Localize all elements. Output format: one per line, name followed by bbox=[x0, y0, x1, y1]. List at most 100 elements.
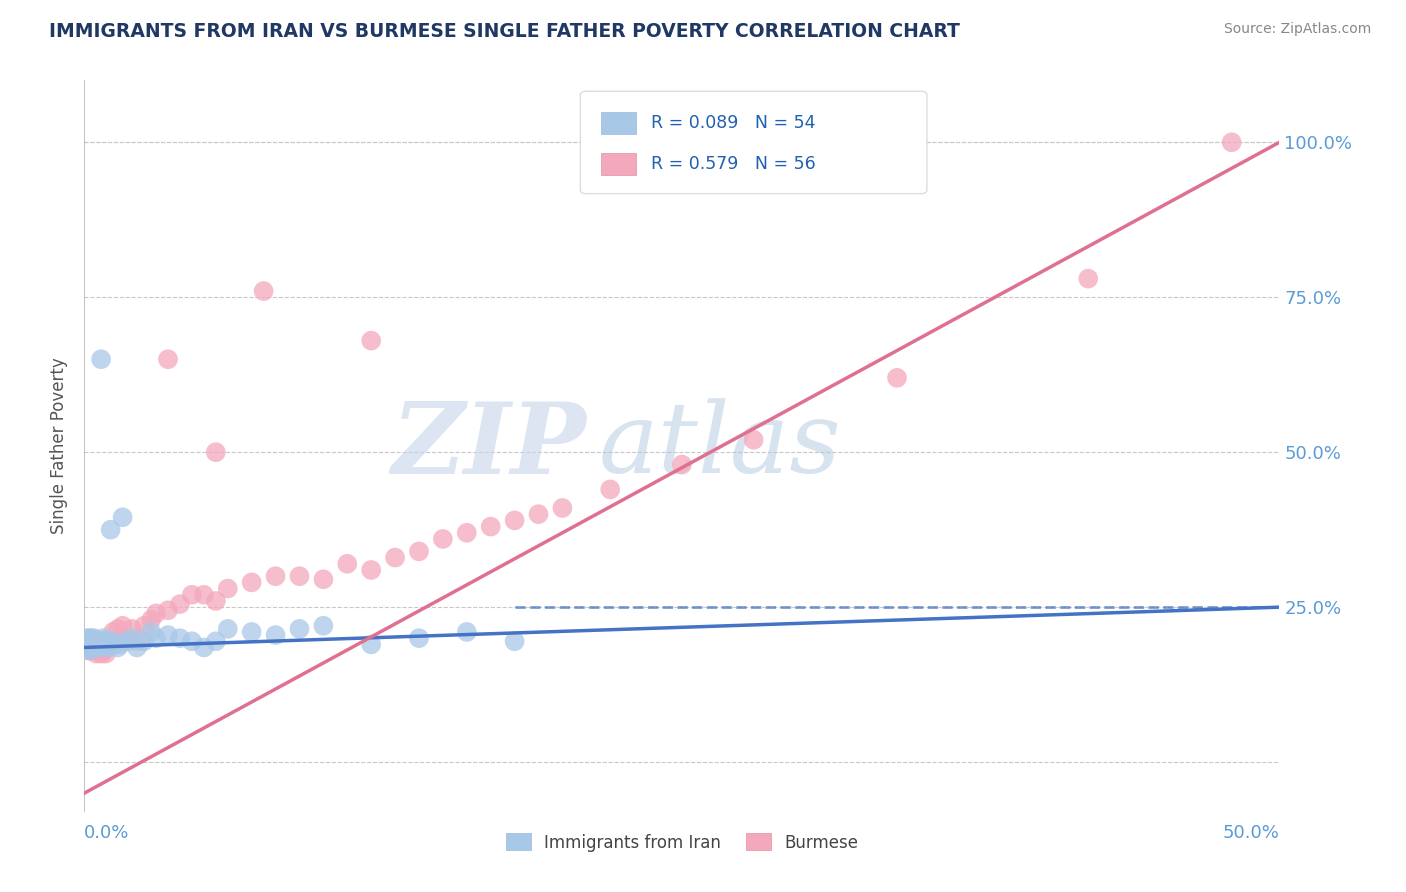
Point bbox=[479, 519, 502, 533]
Point bbox=[77, 634, 100, 648]
Y-axis label: Single Father Poverty: Single Father Poverty bbox=[51, 358, 69, 534]
Point bbox=[169, 597, 191, 611]
Point bbox=[360, 563, 382, 577]
Text: IMMIGRANTS FROM IRAN VS BURMESE SINGLE FATHER POVERTY CORRELATION CHART: IMMIGRANTS FROM IRAN VS BURMESE SINGLE F… bbox=[49, 22, 960, 41]
Point bbox=[181, 588, 204, 602]
Point bbox=[503, 513, 526, 527]
Point bbox=[253, 284, 276, 298]
Point bbox=[193, 640, 215, 655]
Text: atlas: atlas bbox=[599, 399, 841, 493]
Point bbox=[87, 640, 110, 655]
Point bbox=[76, 634, 98, 648]
Point bbox=[886, 371, 908, 385]
Point bbox=[83, 637, 105, 651]
Point bbox=[111, 510, 134, 524]
Point bbox=[86, 634, 108, 648]
Point bbox=[181, 634, 204, 648]
Point bbox=[336, 557, 359, 571]
Point bbox=[77, 634, 100, 648]
Point bbox=[97, 640, 120, 655]
Point bbox=[205, 445, 228, 459]
Point bbox=[83, 640, 105, 655]
Point bbox=[264, 569, 287, 583]
Text: R = 0.089   N = 54: R = 0.089 N = 54 bbox=[651, 113, 815, 132]
Text: R = 0.579   N = 56: R = 0.579 N = 56 bbox=[651, 155, 815, 173]
Point bbox=[86, 637, 108, 651]
Point bbox=[312, 572, 335, 586]
Point bbox=[110, 637, 132, 651]
Point bbox=[107, 622, 129, 636]
Point bbox=[132, 634, 156, 648]
Point bbox=[86, 643, 108, 657]
Point bbox=[87, 634, 110, 648]
Point bbox=[217, 622, 239, 636]
Point bbox=[101, 634, 124, 648]
Point bbox=[1220, 135, 1243, 149]
Point bbox=[101, 624, 124, 639]
Bar bbox=[600, 112, 637, 134]
Point bbox=[527, 507, 550, 521]
Point bbox=[77, 640, 100, 655]
Point bbox=[104, 637, 127, 651]
Point bbox=[90, 647, 112, 661]
Point bbox=[90, 352, 112, 367]
Point bbox=[157, 603, 180, 617]
Point bbox=[93, 643, 115, 657]
Bar bbox=[600, 153, 637, 176]
FancyBboxPatch shape bbox=[581, 91, 927, 194]
Point bbox=[80, 634, 103, 648]
Point bbox=[288, 569, 311, 583]
Point bbox=[86, 647, 108, 661]
Point bbox=[264, 628, 287, 642]
Text: Source: ZipAtlas.com: Source: ZipAtlas.com bbox=[1223, 22, 1371, 37]
Point bbox=[76, 637, 98, 651]
Point bbox=[76, 631, 98, 645]
Point bbox=[169, 631, 191, 645]
Point bbox=[94, 634, 117, 648]
Point bbox=[217, 582, 239, 596]
Point bbox=[117, 631, 139, 645]
Point bbox=[551, 500, 574, 515]
Legend: Immigrants from Iran, Burmese: Immigrants from Iran, Burmese bbox=[499, 827, 865, 858]
Point bbox=[125, 634, 148, 648]
Point bbox=[288, 622, 311, 636]
Point bbox=[456, 624, 478, 639]
Point bbox=[93, 634, 115, 648]
Point bbox=[121, 622, 143, 636]
Point bbox=[94, 647, 117, 661]
Point bbox=[121, 631, 143, 645]
Text: 50.0%: 50.0% bbox=[1223, 824, 1279, 842]
Point bbox=[77, 643, 100, 657]
Point bbox=[80, 640, 103, 655]
Point bbox=[76, 640, 98, 655]
Point bbox=[1077, 271, 1099, 285]
Point bbox=[80, 637, 103, 651]
Point bbox=[117, 634, 139, 648]
Point bbox=[80, 631, 103, 645]
Point bbox=[83, 634, 105, 648]
Point bbox=[157, 628, 180, 642]
Point bbox=[408, 631, 430, 645]
Text: ZIP: ZIP bbox=[391, 398, 586, 494]
Point bbox=[141, 624, 163, 639]
Point bbox=[94, 637, 117, 651]
Point bbox=[193, 588, 215, 602]
Point bbox=[408, 544, 430, 558]
Point bbox=[97, 637, 120, 651]
Point bbox=[599, 483, 621, 497]
Text: 0.0%: 0.0% bbox=[84, 824, 129, 842]
Point bbox=[503, 634, 526, 648]
Point bbox=[86, 640, 108, 655]
Point bbox=[97, 634, 120, 648]
Point bbox=[90, 637, 112, 651]
Point bbox=[157, 352, 180, 367]
Point bbox=[77, 643, 100, 657]
Point bbox=[80, 640, 103, 655]
Point bbox=[360, 637, 382, 651]
Point bbox=[360, 334, 382, 348]
Point bbox=[83, 631, 105, 645]
Point bbox=[742, 433, 765, 447]
Point bbox=[87, 637, 110, 651]
Point bbox=[77, 631, 100, 645]
Point bbox=[384, 550, 406, 565]
